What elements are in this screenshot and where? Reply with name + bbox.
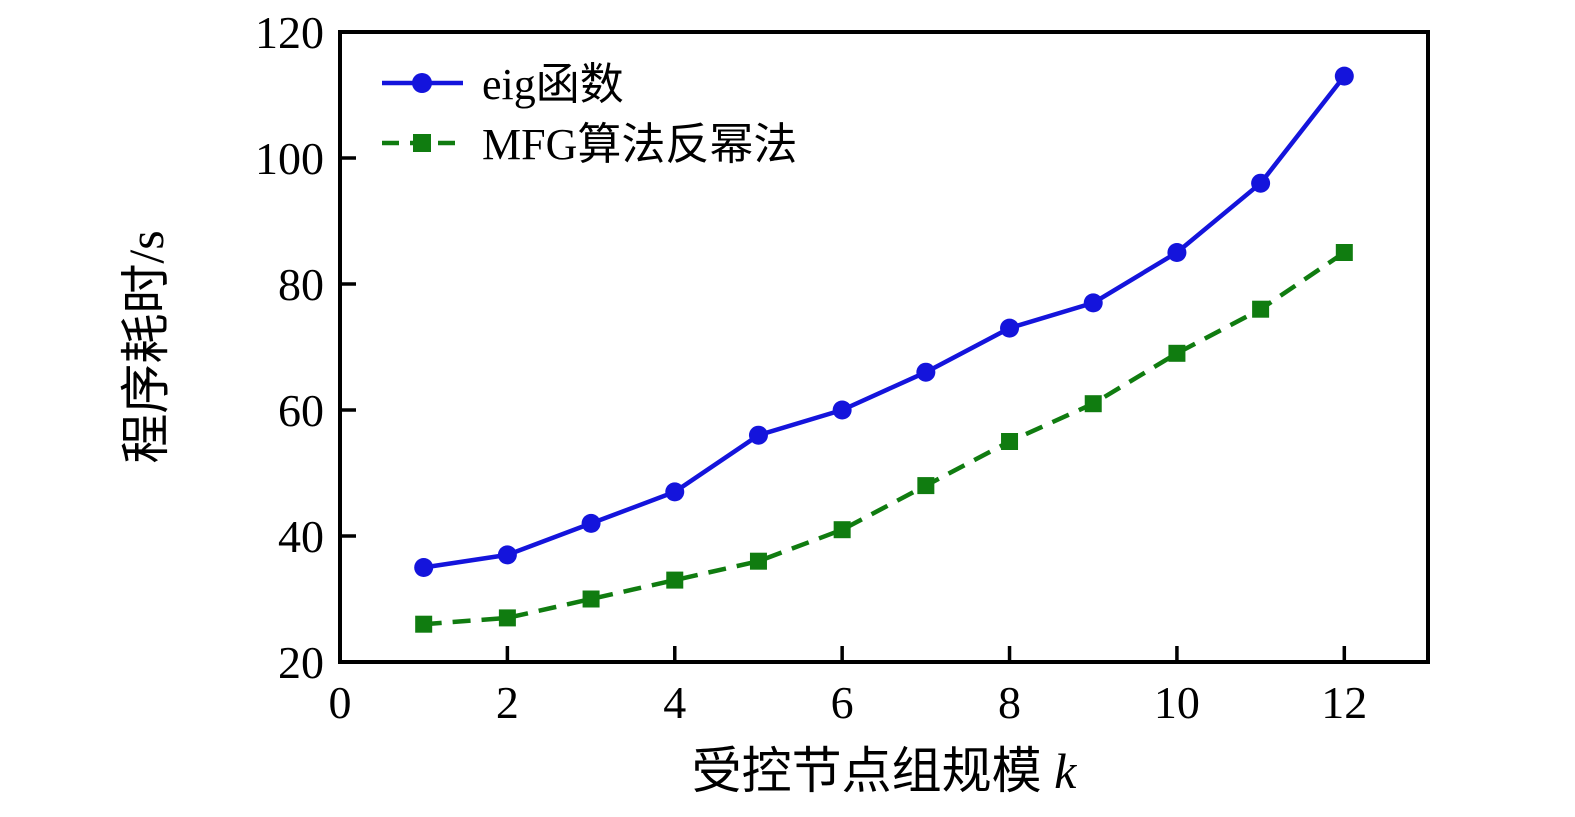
x-axis-label: 受控节点组规模 k [692,743,1078,799]
legend-square-marker-icon [413,134,431,152]
x-axis-tick-labels: 0 2 4 6 8 10 12 [329,677,1368,728]
legend-item-eig: eig函数 [382,60,624,109]
data-point-circle-icon [1083,293,1103,313]
y-axis-ticks [340,30,356,664]
y-tick-label: 100 [255,133,324,184]
data-point-circle-icon [581,513,601,533]
series-line-0 [423,74,1347,570]
x-tick-label: 4 [663,677,686,728]
data-point-square-icon [1001,433,1019,450]
data-point-circle-icon [748,425,768,445]
x-tick-label: 2 [496,677,519,728]
x-tick-label: 0 [329,677,352,728]
y-tick-label: 120 [255,7,324,58]
data-point-square-icon [1084,395,1102,413]
y-tick-label: 40 [278,511,324,562]
data-point-square-icon [833,521,851,539]
legend-circle-marker-icon [412,73,432,93]
x-tick-label: 8 [998,677,1021,728]
data-point-square-icon [917,477,935,495]
data-point-square-icon [1335,244,1353,261]
y-axis-label: 程序耗时/s [118,230,174,463]
data-series [414,66,1354,633]
data-point-circle-icon [497,545,517,565]
data-point-circle-icon [1000,318,1020,338]
data-point-circle-icon [414,558,434,577]
data-point-circle-icon [916,362,936,382]
legend-label-eig: eig函数 [482,60,624,109]
data-point-circle-icon [832,400,852,420]
series-line-1 [423,250,1346,627]
plot-border [338,30,1430,664]
legend-item-mfg: MFG算法反幂法 [382,120,797,169]
data-point-circle-icon [1334,66,1354,86]
x-tick-label: 12 [1321,677,1367,728]
legend: eig函数 MFG算法反幂法 [382,60,797,169]
y-tick-label: 60 [278,385,324,436]
x-axis-ticks [338,646,1347,662]
data-point-square-icon [498,609,516,627]
data-point-circle-icon [1167,243,1187,262]
data-point-square-icon [749,552,767,570]
data-point-square-icon [666,571,684,589]
x-tick-label: 10 [1154,677,1200,728]
x-tick-label: 6 [831,677,854,728]
legend-label-mfg: MFG算法反幂法 [482,120,797,169]
x-axis-variable: k [1054,743,1077,799]
data-point-square-icon [1168,344,1186,362]
data-point-square-icon [1252,300,1270,318]
data-point-circle-icon [665,482,685,502]
data-point-square-icon [582,590,600,608]
y-tick-label: 80 [278,259,324,310]
y-axis-tick-labels: 20 40 60 80 100 120 [255,7,324,688]
data-point-square-icon [415,615,433,633]
data-point-circle-icon [1251,173,1271,193]
y-tick-label: 20 [278,637,324,688]
